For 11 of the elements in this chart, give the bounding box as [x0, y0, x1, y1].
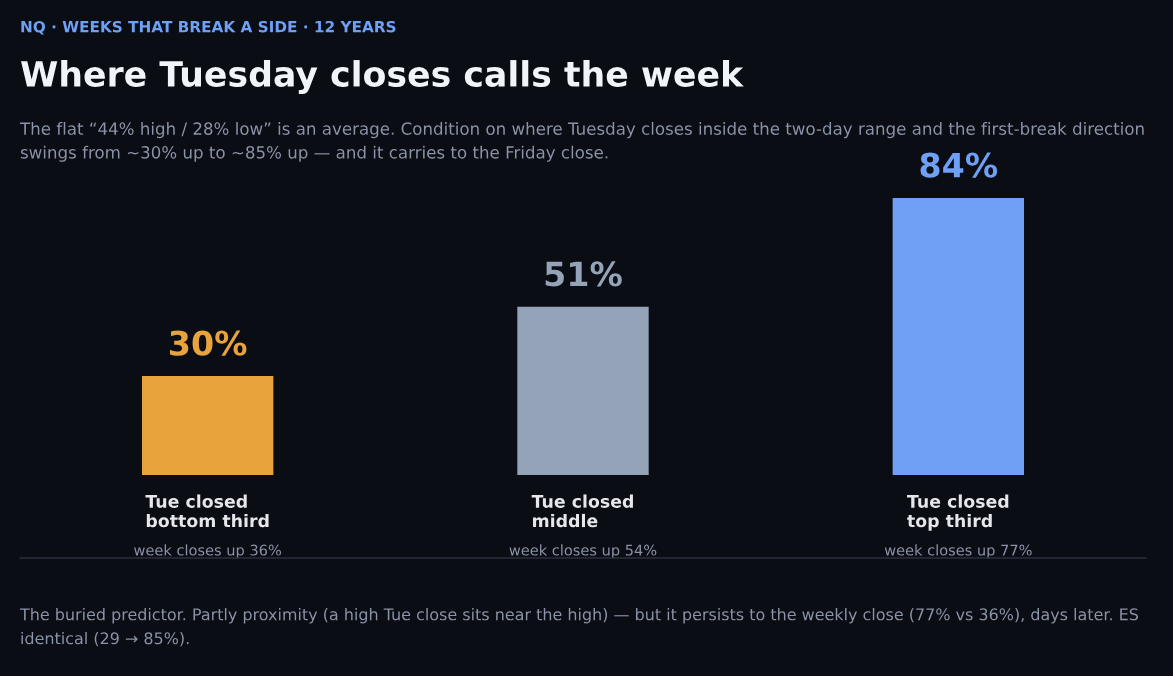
chart-title: Where Tuesday closes calls the week — [21, 60, 744, 94]
data-label: 51% — [545, 261, 622, 287]
data-label: 30% — [170, 330, 247, 356]
text: week closes up 54% — [509, 544, 657, 559]
x-tick-label: Tue closed top third — [907, 494, 1009, 531]
text: week closes up 77% — [884, 544, 1032, 559]
x-tick-label: Tue closed middle — [531, 494, 633, 528]
x-tick-label: Tue closed bottom third — [145, 494, 269, 528]
text: The buried predictor. Partly proximity (a high Tue close sits near the high) — but it persists to the weekly close (77% vs 36%), days later. ES identical (29 → 85%). — [19, 608, 1139, 647]
text: week closes up 36% — [134, 544, 282, 559]
text: NQ · WEEKS THAT BREAK A SIDE · 12 YEARS — [21, 20, 396, 35]
